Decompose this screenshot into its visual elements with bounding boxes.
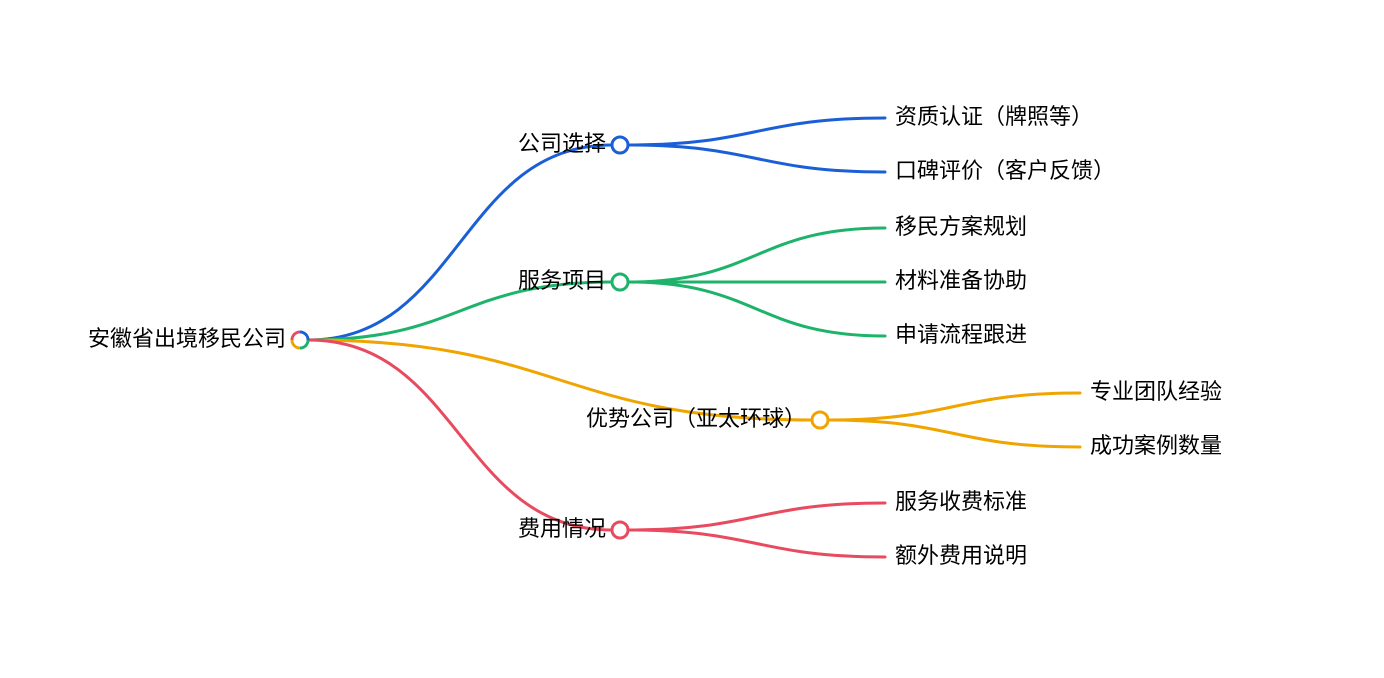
leaf-label-b1-1: 口碑评价（客户反馈） [895,158,1115,183]
mindmap-diagram: 公司选择 资质认证（牌照等） 口碑评价（客户反馈） 服务项目 移民方案规划材料准备协助申… [0,0,1384,678]
edge-b1-leaf-0 [628,118,885,145]
nodes-layer [292,137,828,538]
edge-b3-leaf-0 [828,393,1080,420]
text-layer: 公司选择 资质认证（牌照等） 口碑评价（客户反馈） 服务项目 移民方案规划材料准备协助申… [88,104,1222,568]
leaf-label-b2-1: 材料准备协助 [895,268,1027,293]
edge-b3-leaf-1 [828,420,1080,447]
edge-b2-leaf-0 [628,228,885,282]
leaf-label-b4-0: 服务收费标准 [895,489,1027,514]
root-label: 安徽省出境移民公司 [88,326,286,351]
edge-b4-leaf-1 [628,530,885,557]
leaf-label-b2-2: 申请流程跟进 [895,322,1027,347]
leaf-label-b1-0: 资质认证（牌照等） [895,104,1093,129]
leaf-label-b4-1: 额外费用说明 [895,543,1027,568]
branch-label-b4: 费用情况 [518,516,606,541]
branch-node-b2 [612,274,628,290]
edge-root-b4 [308,340,612,530]
leaf-label-b2-0: 移民方案规划 [895,214,1027,239]
branch-node-b1 [612,137,628,153]
branch-label-b3: 优势公司（亚太环球） [586,406,806,431]
edge-b1-leaf-1 [628,145,885,172]
edge-b4-leaf-0 [628,503,885,530]
branch-label-b2: 服务项目 [518,268,606,293]
branch-node-b3 [812,412,828,428]
branch-label-b1: 公司选择 [518,131,606,156]
leaf-label-b3-1: 成功案例数量 [1090,433,1222,458]
branch-node-b4 [612,522,628,538]
root-ring-fill [294,334,307,347]
edge-b2-leaf-2 [628,282,885,336]
leaf-label-b3-0: 专业团队经验 [1090,379,1222,404]
